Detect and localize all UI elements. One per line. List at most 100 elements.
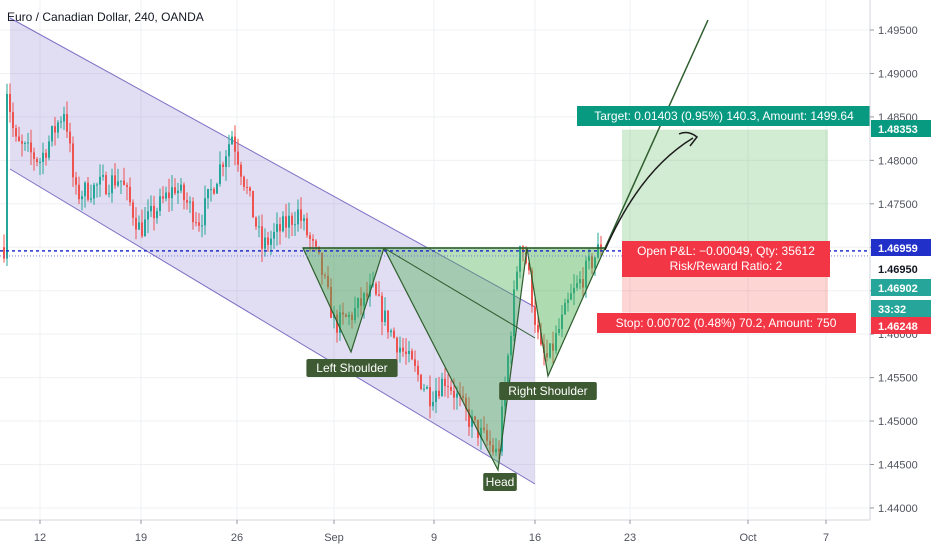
countdown-tag-bg — [871, 300, 931, 317]
projection-lines — [604, 19, 709, 251]
candle-body — [315, 240, 317, 247]
candle-body — [540, 332, 542, 345]
candle-body — [579, 279, 581, 284]
candle-body — [69, 131, 71, 144]
candle-body — [531, 270, 533, 307]
candle-body — [528, 263, 530, 271]
candle-body — [327, 275, 329, 287]
candle-body — [105, 175, 107, 195]
candle-body — [510, 336, 512, 356]
candle-body — [87, 182, 89, 200]
candle-body — [102, 175, 104, 177]
candle-body — [534, 306, 536, 325]
candle-body — [195, 222, 197, 224]
candle-body — [219, 164, 221, 184]
entry-price-tag-bg — [871, 239, 931, 256]
candle-body — [477, 419, 479, 438]
candle-body — [363, 293, 365, 306]
candle-body — [345, 314, 347, 317]
y-tick-label: 1.49500 — [878, 25, 918, 37]
x-tick-label: 23 — [624, 532, 636, 544]
candle-body — [417, 365, 419, 375]
candle-body — [246, 186, 248, 188]
candle-body — [129, 186, 131, 203]
candle-body — [99, 176, 101, 185]
candle-body — [18, 136, 20, 142]
chart-title: Euro / Canadian Dollar, 240, OANDA — [7, 10, 204, 24]
candle-body — [378, 294, 380, 296]
candle-body — [483, 427, 485, 431]
candle-body — [270, 238, 272, 245]
candle-body — [132, 202, 134, 218]
candle-body — [24, 142, 26, 144]
candle-body — [474, 416, 476, 420]
candle-body — [171, 187, 173, 199]
candle-body — [60, 121, 62, 123]
candle-body — [57, 122, 59, 133]
candle-body — [207, 189, 209, 199]
candle-body — [594, 257, 596, 268]
candle-body — [375, 283, 377, 295]
candle-body — [159, 196, 161, 212]
candle-body — [552, 343, 554, 351]
candle-body — [258, 226, 260, 228]
x-tick-label: 26 — [231, 532, 243, 544]
candle-body — [78, 184, 80, 200]
candle-body — [588, 256, 590, 261]
candle-body — [93, 184, 95, 199]
candle-body — [177, 190, 179, 194]
candle-body — [243, 176, 245, 187]
candle-body — [150, 205, 152, 212]
candle-body — [276, 224, 278, 232]
candle-body — [498, 448, 500, 452]
candle-body — [366, 293, 368, 297]
stop-price-tag: 1.46248 — [878, 321, 918, 333]
annotation-labels: Left Shoulder Head Right Shoulder Target: 0… — [306, 106, 871, 491]
candle-body — [453, 390, 455, 398]
candle-body — [183, 184, 185, 201]
channel-lower-line — [9, 168, 536, 485]
y-tick-label: 1.47500 — [878, 199, 918, 211]
candle-body — [108, 193, 110, 195]
candle-body — [576, 283, 578, 288]
candle-body — [339, 312, 341, 333]
candle-body — [357, 298, 359, 308]
candle-body — [303, 218, 305, 221]
candle-body — [90, 198, 92, 200]
candle-body — [513, 289, 515, 337]
candle-body — [321, 252, 323, 276]
candle-body — [441, 378, 443, 397]
bid-price-tag-bg — [871, 279, 931, 296]
candle-body — [201, 225, 203, 227]
candle-body — [96, 184, 98, 186]
candle-body — [3, 247, 5, 259]
candle-body — [330, 286, 332, 318]
candle-body — [267, 237, 269, 245]
candle-body — [39, 161, 41, 163]
candle-body — [264, 237, 266, 249]
candle-body — [558, 329, 560, 334]
candle-body — [249, 187, 251, 191]
candle-body — [180, 184, 182, 191]
candle-body — [480, 427, 482, 438]
candle-body — [456, 393, 458, 398]
candle-body — [36, 159, 38, 163]
candle-body — [501, 406, 503, 452]
candle-body — [198, 222, 200, 226]
channel-upper-line — [9, 17, 536, 308]
candle-body — [75, 177, 77, 185]
candle-body — [564, 303, 566, 315]
candle-body — [306, 218, 308, 236]
x-tick-label: Oct — [739, 532, 756, 544]
candle-body — [213, 189, 215, 194]
last-price-tag-bg — [871, 260, 931, 277]
candle-body — [234, 136, 236, 152]
candle-body — [48, 141, 50, 158]
target-zone — [622, 129, 828, 251]
candle-body — [405, 351, 407, 354]
candle-body — [438, 390, 440, 397]
candle-body — [423, 388, 425, 390]
candle-body — [384, 310, 386, 322]
candle-body — [81, 196, 83, 200]
